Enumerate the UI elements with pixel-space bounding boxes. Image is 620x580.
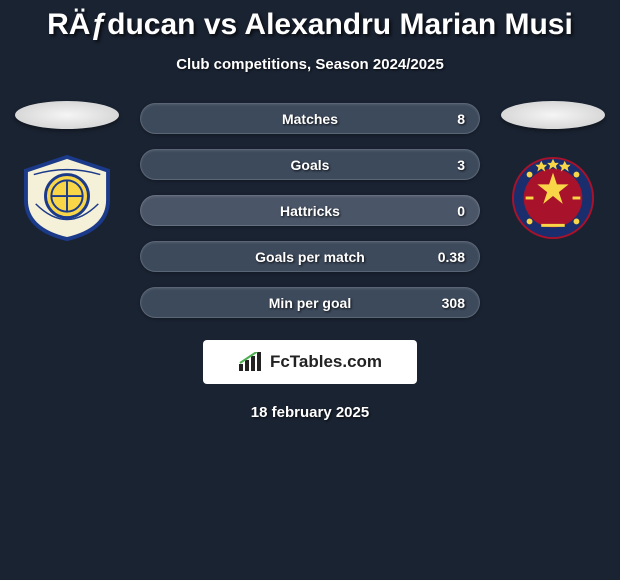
stat-label: Goals: [291, 157, 330, 173]
right-player-avatar: [501, 101, 605, 129]
stat-right-value: 8: [457, 111, 465, 127]
stat-right-value: 3: [457, 157, 465, 173]
stat-pill: Hattricks 0: [140, 195, 480, 226]
brand-text: FcTables.com: [270, 352, 382, 372]
brand-badge[interactable]: FcTables.com: [203, 340, 417, 384]
stat-label: Hattricks: [280, 203, 340, 219]
left-player-col: [12, 101, 122, 241]
page-subtitle: Club competitions, Season 2024/2025: [0, 56, 620, 73]
chart-icon: [238, 352, 264, 372]
stat-label: Goals per match: [255, 249, 365, 265]
date-line: 18 february 2025: [0, 404, 620, 421]
stat-label: Matches: [282, 111, 338, 127]
left-player-avatar: [15, 101, 119, 129]
stat-label: Min per goal: [269, 295, 351, 311]
page-title: RÄƒducan vs Alexandru Marian Musi: [0, 8, 620, 42]
stat-right-value: 308: [442, 295, 465, 311]
stat-pill: Goals 3: [140, 149, 480, 180]
stat-pill: Min per goal 308: [140, 287, 480, 318]
stat-right-value: 0: [457, 203, 465, 219]
right-club-logo: [504, 155, 602, 241]
stat-pill: Matches 8: [140, 103, 480, 134]
stat-right-value: 0.38: [438, 249, 465, 265]
main-row: Matches 8 Goals 3 Hattricks 0 Goals per match 0…: [0, 101, 620, 318]
left-club-logo: [18, 155, 116, 241]
comparison-card: RÄƒducan vs Alexandru Marian Musi Club c…: [0, 0, 620, 421]
stat-pill: Goals per match 0.38: [140, 241, 480, 272]
right-player-col: [498, 101, 608, 241]
stats-column: Matches 8 Goals 3 Hattricks 0 Goals per match 0…: [140, 101, 480, 318]
